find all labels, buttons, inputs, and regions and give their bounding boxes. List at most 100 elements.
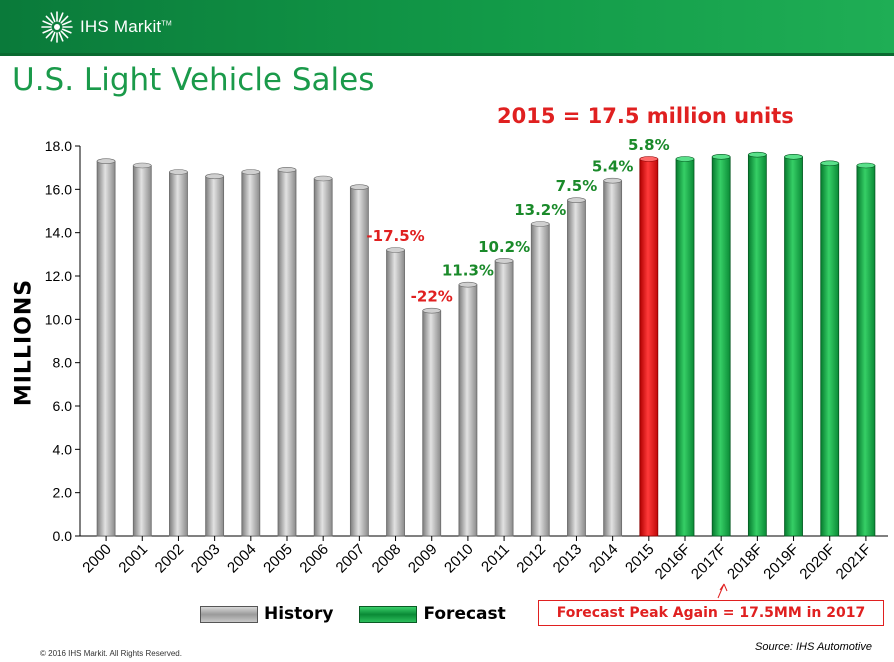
chart-subtitle: 2015 = 17.5 million units <box>497 104 794 128</box>
bar-cap-2000 <box>96 158 116 164</box>
source-note: Source: IHS Automotive <box>755 641 872 653</box>
data-label-2011: 10.2% <box>478 238 530 256</box>
bar-cap-2020F <box>820 160 840 167</box>
logo-ray <box>42 20 53 26</box>
forecast-callout: Forecast Peak Again = 17.5MM in 2017 <box>538 600 884 626</box>
data-label-2014: 5.4% <box>592 158 634 176</box>
bar-2006 <box>313 178 333 537</box>
bar-cap-2021F <box>856 162 876 169</box>
logo-ray <box>61 28 72 34</box>
bar-cap-2018F <box>748 151 767 158</box>
data-label-2015: 5.8% <box>628 136 670 154</box>
callout-arrow <box>717 583 728 599</box>
x-tick-label: 2013 <box>550 541 586 577</box>
bar-2002 <box>169 171 188 537</box>
y-tick-label: 2.0 <box>53 485 73 501</box>
x-tick-label: 2002 <box>152 541 188 577</box>
y-tick-label: 8.0 <box>53 355 73 371</box>
x-tick-label: 2010 <box>441 541 477 577</box>
bar-cap-2004 <box>241 169 261 175</box>
logo-ray <box>60 30 69 39</box>
bar-cap-2008 <box>386 247 405 253</box>
x-tick-label: 2007 <box>333 541 369 577</box>
logo-ray <box>58 31 64 42</box>
data-label-2013: 7.5% <box>556 177 598 195</box>
bar-2020F <box>820 162 840 537</box>
bar-cap-2002 <box>169 169 188 175</box>
x-tick-label: 2016F <box>652 541 694 583</box>
data-label-2010: 11.3% <box>442 262 494 280</box>
x-tick-label: 2021F <box>833 541 875 583</box>
copyright-note: © 2016 IHS Markit. All Rights Reserved. <box>40 649 182 658</box>
bar-cap-2009 <box>422 307 442 314</box>
bar-2003 <box>205 175 225 537</box>
bar-2016F <box>675 158 695 537</box>
x-tick-label: 2020F <box>796 541 838 583</box>
trademark-mark: TM <box>161 20 172 28</box>
legend-label-forecast: Forecast <box>423 604 506 624</box>
y-tick-label: 18.0 <box>45 138 72 154</box>
bar-2011 <box>494 260 514 537</box>
y-tick-label: 4.0 <box>53 441 73 457</box>
bar-cap-2011 <box>494 258 514 264</box>
bar-2004 <box>241 171 261 537</box>
bar-2009 <box>422 310 442 537</box>
bar-cap-2015 <box>639 156 659 162</box>
bar-cap-2014 <box>603 177 622 184</box>
x-tick-label: 2017F <box>688 541 730 583</box>
bar-2001 <box>132 165 152 537</box>
legend-swatch-forecast <box>359 605 418 623</box>
bar-2010 <box>458 284 478 537</box>
bar-2008 <box>386 249 405 537</box>
logo-ray <box>45 30 54 39</box>
legend: History Forecast <box>200 604 506 624</box>
brand-name: IHS MarkitTM <box>80 17 172 36</box>
bar-2015 <box>639 158 659 537</box>
logo-ray <box>60 15 69 24</box>
x-tick-label: 2006 <box>296 541 332 577</box>
legend-label-history: History <box>264 604 334 624</box>
data-label-2009: -22% <box>411 288 453 306</box>
bar-cap-2007 <box>350 184 369 190</box>
y-tick-label: 12.0 <box>45 268 72 284</box>
bar-2017F <box>711 156 731 537</box>
logo-ray <box>42 28 53 34</box>
bar-cap-2017F <box>711 154 731 160</box>
logo-ray <box>58 12 64 23</box>
logo-ray <box>61 20 72 26</box>
y-tick-label: 0.0 <box>53 528 73 544</box>
x-tick-label: 2018F <box>724 541 766 583</box>
logo-ray <box>50 12 56 23</box>
bar-cap-2016F <box>675 156 695 162</box>
chart-title: U.S. Light Vehicle Sales <box>12 62 375 98</box>
bar-2021F <box>856 165 876 537</box>
bar-cap-2003 <box>205 173 224 180</box>
legend-swatch-history <box>200 605 258 623</box>
bar-2013 <box>567 199 586 537</box>
x-tick-label: 2004 <box>224 541 260 577</box>
bar-2018F <box>747 154 767 537</box>
bar-cap-2005 <box>277 167 297 173</box>
x-tick-label: 2001 <box>115 541 151 577</box>
x-tick-label: 2008 <box>369 541 405 577</box>
y-tick-label: 16.0 <box>45 181 72 197</box>
y-tick-label: 10.0 <box>45 311 72 327</box>
bar-cap-2013 <box>567 197 586 203</box>
logo-ray <box>45 15 54 24</box>
bar-cap-2012 <box>530 221 550 227</box>
bar-cap-2010 <box>458 281 478 288</box>
bar-2014 <box>603 180 623 537</box>
header-banner: IHS MarkitTM <box>0 0 894 56</box>
brand-logo: IHS MarkitTM <box>40 10 172 44</box>
y-tick-label: 14.0 <box>45 225 72 241</box>
x-tick-label: 2012 <box>513 541 549 577</box>
data-label-2008: -17.5% <box>366 227 424 245</box>
x-tick-label: 2009 <box>405 541 441 577</box>
bar-2005 <box>277 169 297 537</box>
logo-ray <box>50 31 56 42</box>
bar-cap-2006 <box>313 175 333 182</box>
bar-2019F <box>784 156 803 537</box>
ihs-starburst-icon <box>41 11 73 43</box>
data-label-2012: 13.2% <box>514 201 566 219</box>
